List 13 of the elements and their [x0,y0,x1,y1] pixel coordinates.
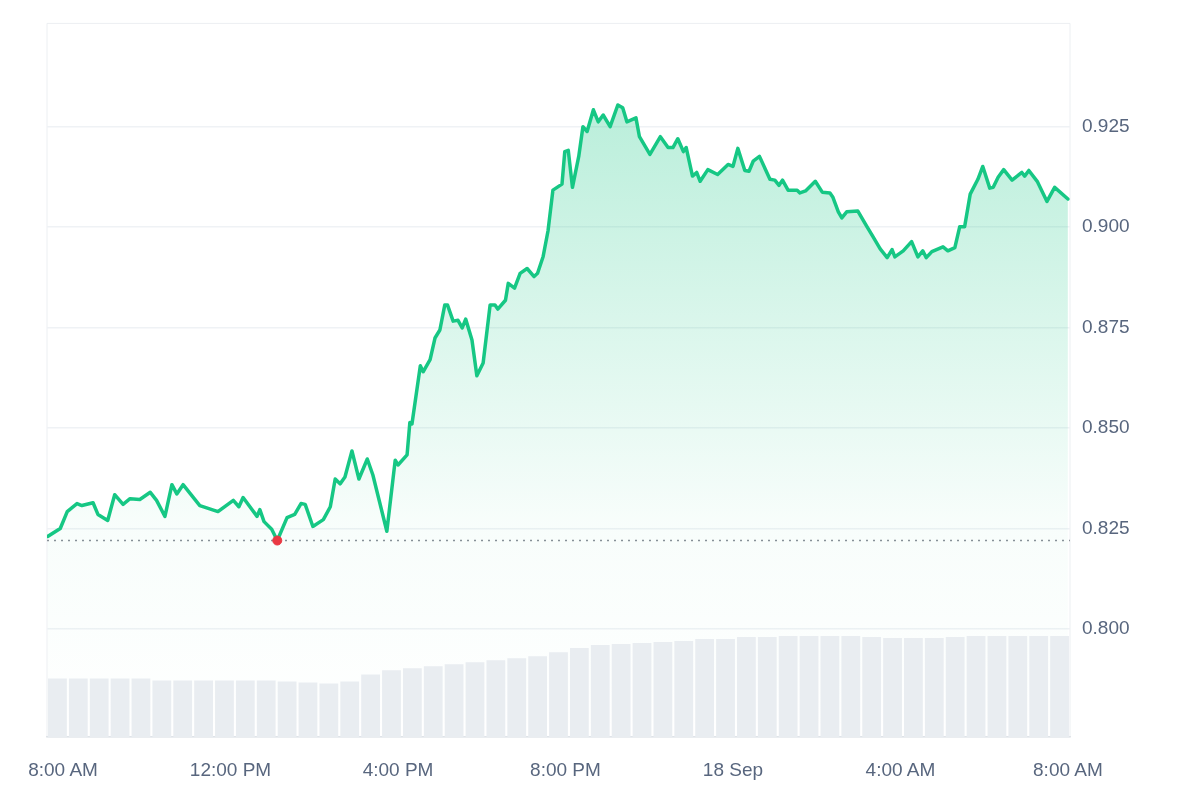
x-tick-label: 8:00 AM [1033,758,1103,780]
x-tick-label: 8:00 PM [530,758,601,780]
y-tick-label: 0.800 [1082,617,1130,639]
y-tick-label: 0.825 [1082,516,1130,538]
y-tick-label: 0.925 [1082,114,1130,136]
y-tick-label: 0.850 [1082,416,1130,438]
x-tick-label: 4:00 AM [865,758,936,780]
x-tick-label: 8:00 AM [28,758,98,780]
y-tick-label: 0.875 [1082,315,1130,337]
x-tick-label: 12:00 PM [189,758,272,780]
x-tick-label: 18 Sep [702,758,764,780]
x-tick-label: 4:00 PM [362,758,434,780]
y-tick-label: 0.900 [1082,215,1130,237]
